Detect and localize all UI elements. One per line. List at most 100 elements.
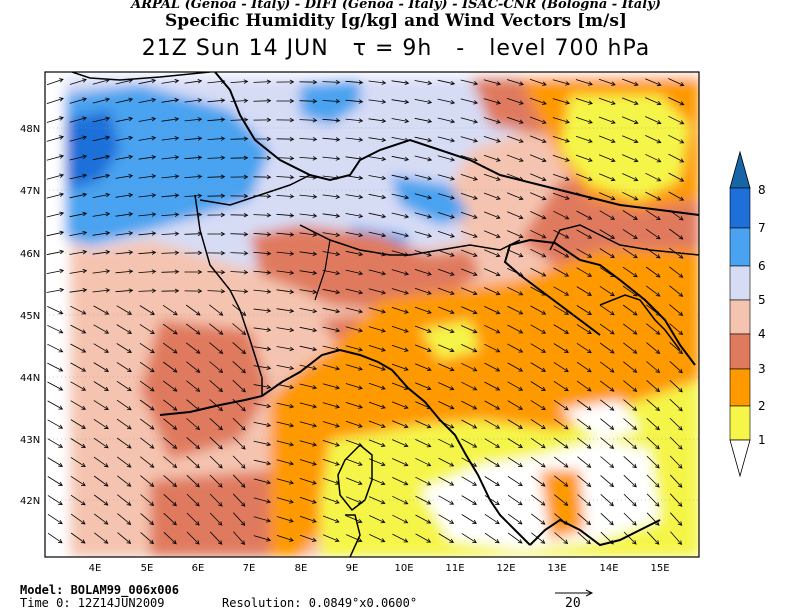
wind-vector <box>646 304 660 316</box>
wind-vector-head <box>195 349 201 354</box>
wind-vector <box>554 513 568 525</box>
wind-vector-head <box>678 254 684 259</box>
wind-vector-head <box>564 348 569 353</box>
wind-vector <box>299 289 317 293</box>
wind-vector-head <box>541 424 546 430</box>
wind-vector <box>93 400 109 410</box>
wind-vector-head <box>654 540 660 545</box>
wind-vector <box>460 211 478 219</box>
wind-vector <box>554 475 568 487</box>
colorbar-label: 4 <box>758 327 766 341</box>
wind-vector <box>345 496 363 504</box>
wind-vector <box>115 213 133 217</box>
wind-vector <box>530 456 546 468</box>
wind-vector-head <box>427 80 433 86</box>
wind-vector <box>599 361 615 373</box>
wind-vector-head <box>381 118 387 123</box>
wind-vector-head <box>540 520 546 525</box>
wind-vector-head <box>449 424 455 429</box>
wind-vector-head <box>218 387 224 393</box>
wind-vector-head <box>59 211 65 216</box>
wind-vector-head <box>381 271 387 276</box>
wind-vector-head <box>335 423 340 428</box>
lon-label: 10E <box>394 563 413 574</box>
wind-vector-head <box>59 97 64 102</box>
wind-vector <box>391 420 409 428</box>
wind-vector <box>138 232 156 236</box>
wind-vector-head <box>586 406 592 411</box>
longitude-labels: 4E 5E 6E 7E 8E 9E 10E 11E 12E 13E 14E 15… <box>89 563 670 574</box>
wind-vector <box>507 305 523 315</box>
wind-vector-head <box>518 405 524 410</box>
wind-vector <box>69 117 87 123</box>
wind-vector-head <box>541 119 547 124</box>
wind-vector-head <box>542 81 547 86</box>
wind-vector <box>668 228 684 240</box>
wind-vector-head <box>80 501 86 506</box>
wind-vector <box>414 306 432 314</box>
wind-vector-head <box>473 176 478 181</box>
wind-vector <box>368 401 386 409</box>
wind-vector-head <box>381 232 387 238</box>
wind-vector <box>209 342 223 354</box>
wind-vector <box>461 306 477 314</box>
wind-vector-head <box>128 154 134 160</box>
wind-vector-head <box>655 254 661 259</box>
wind-vector <box>92 270 110 274</box>
wind-vector-head <box>358 156 364 161</box>
wind-vector-head <box>335 175 341 180</box>
wind-vector-head <box>128 97 134 103</box>
wind-vector <box>530 343 546 353</box>
wind-vector-head <box>586 539 591 545</box>
wind-vector-head <box>404 252 410 257</box>
wind-vector <box>162 342 178 354</box>
wind-vector <box>600 437 614 449</box>
wind-vector <box>232 474 246 488</box>
wind-vector <box>530 400 546 410</box>
wind-vector <box>529 97 547 105</box>
wind-vector <box>670 531 682 545</box>
wind-vector <box>598 135 616 143</box>
wind-vector <box>207 80 225 84</box>
wind-vector <box>392 495 408 505</box>
wind-vector <box>438 363 454 371</box>
wind-vector <box>47 495 63 505</box>
wind-vector <box>138 290 156 292</box>
wind-vector <box>276 232 294 236</box>
wind-vector <box>438 344 454 352</box>
wind-vector <box>345 269 363 275</box>
wind-vector-head <box>656 120 662 125</box>
wind-vector <box>391 363 409 371</box>
wind-vector-head <box>220 269 226 275</box>
wind-vector-head <box>334 518 340 523</box>
wind-vector-head <box>172 368 178 373</box>
wind-vector <box>415 514 431 524</box>
wind-vector-head <box>266 136 272 142</box>
wind-vector-head <box>449 500 455 505</box>
wind-vector-head <box>655 311 661 316</box>
wind-vector-head <box>473 81 479 86</box>
wind-vector <box>138 213 156 217</box>
wind-vector-head <box>540 482 546 487</box>
wind-vector-head <box>59 135 65 140</box>
wind-vector-head <box>197 269 203 275</box>
wind-vector-head <box>403 500 409 505</box>
wind-vector <box>553 343 569 353</box>
wind-vector <box>553 437 569 449</box>
wind-vector <box>483 211 501 219</box>
wind-vector <box>138 137 156 141</box>
wind-vector <box>70 305 86 315</box>
wind-vector-head <box>655 483 660 488</box>
wind-vector <box>116 456 132 468</box>
wind-vector <box>645 172 661 182</box>
wind-vector-head <box>449 538 455 543</box>
lat-label: 47N <box>20 186 40 197</box>
wind-vector <box>117 513 131 525</box>
wind-vector-head <box>541 196 547 201</box>
wind-vector <box>669 398 683 412</box>
wind-vector-head <box>358 99 364 104</box>
wind-vector-head <box>679 196 685 201</box>
wind-vector <box>368 212 386 218</box>
wind-vector-head <box>655 368 661 374</box>
wind-vector <box>553 267 569 277</box>
